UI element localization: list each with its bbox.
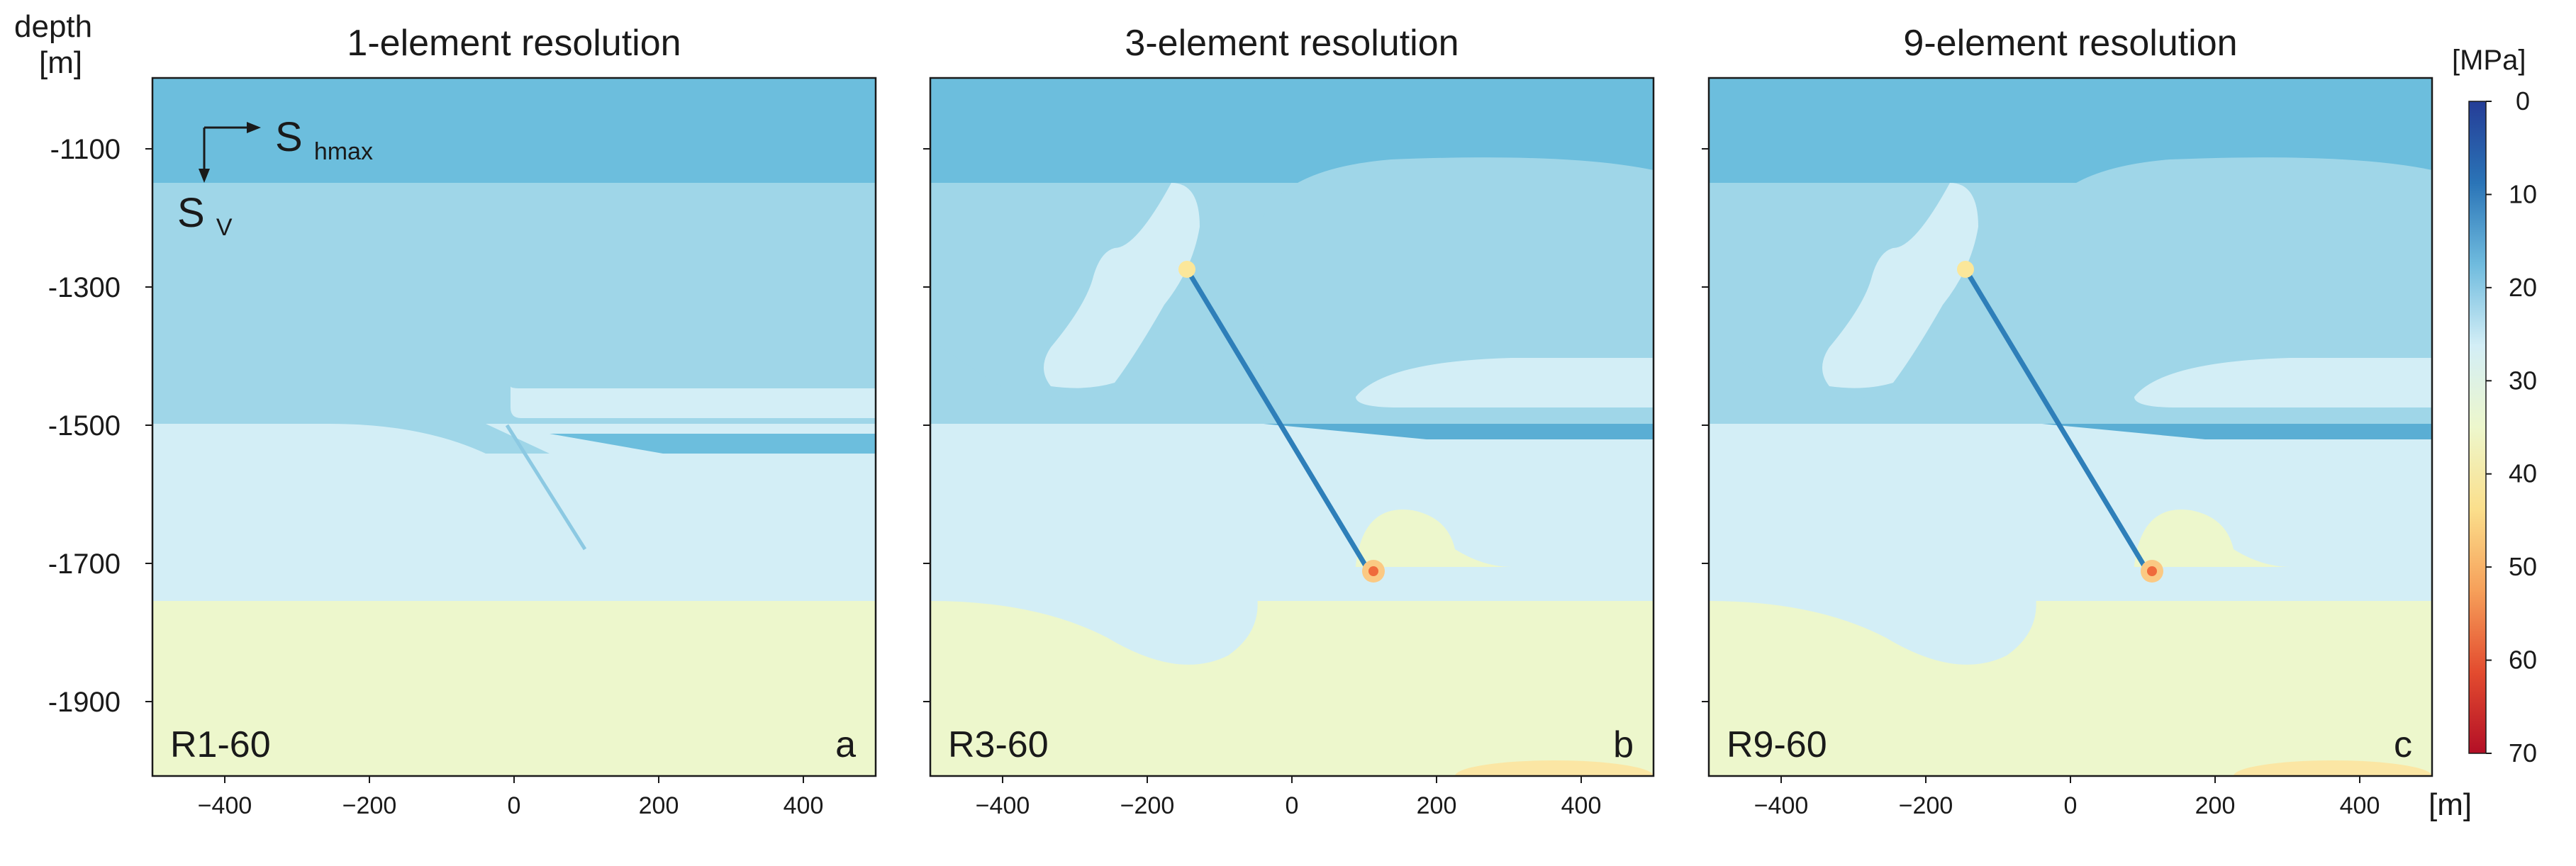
right-dark-streak bbox=[2042, 424, 2432, 439]
panel-title: 9-element resolution bbox=[1903, 23, 2237, 64]
fault-hanging-lens bbox=[1044, 183, 1200, 388]
right-dark-streak bbox=[1264, 424, 1654, 439]
colorbar-tick-label: 50 bbox=[2509, 552, 2537, 581]
shmax-subscript: hmax bbox=[314, 138, 373, 165]
lower-tip-marker bbox=[1368, 566, 1378, 576]
lens-upper bbox=[511, 386, 876, 418]
right-lens bbox=[1356, 358, 1654, 407]
y-tick-label: -1100 bbox=[50, 134, 121, 165]
sv-subscript: V bbox=[216, 214, 233, 241]
stress-direction-inset: S hmax S V bbox=[177, 114, 373, 241]
y-tick-label: -1900 bbox=[48, 687, 121, 718]
y-tick-label: -1700 bbox=[48, 549, 121, 580]
x-tick-label: −400 bbox=[976, 792, 1030, 819]
x-tick-label: 400 bbox=[2340, 792, 2380, 819]
y-tick-label: -1300 bbox=[48, 272, 121, 303]
x-tick-label: 200 bbox=[639, 792, 679, 819]
fault-wedge bbox=[330, 424, 550, 454]
x-tick-label: 0 bbox=[2064, 792, 2078, 819]
y-axis-title-line2: [m] bbox=[39, 45, 82, 80]
y-tick-label: -1500 bbox=[48, 410, 121, 442]
upper-right-lobe bbox=[1256, 157, 1654, 424]
panel-letter: c bbox=[2394, 724, 2412, 765]
x-tick-label: 0 bbox=[508, 792, 521, 819]
fault-trace bbox=[1185, 268, 1368, 568]
colorbar-tick-label: 70 bbox=[2509, 738, 2537, 767]
x-tick-label: 200 bbox=[2195, 792, 2236, 819]
lower-left-bulge bbox=[1709, 567, 2432, 665]
colorbar-tick-label: 60 bbox=[2509, 646, 2537, 675]
upper-tip-marker bbox=[1178, 261, 1195, 278]
x-tick-label: −200 bbox=[1899, 792, 1953, 819]
colorbar-tick-label: 30 bbox=[2509, 366, 2537, 395]
x-tick-label: 400 bbox=[1561, 792, 1602, 819]
stress-field bbox=[152, 78, 876, 776]
band-mid bbox=[152, 183, 876, 424]
stress-field bbox=[930, 78, 1654, 776]
shmax-label: S bbox=[275, 114, 303, 160]
x-tick-label: 200 bbox=[1417, 792, 1457, 819]
lower-left-bulge bbox=[930, 567, 1654, 665]
panel-title: 3-element resolution bbox=[1125, 23, 1459, 64]
bottom-warm-patch bbox=[2234, 760, 2432, 776]
lower-tip-marker bbox=[2147, 566, 2157, 576]
sv-arrow-icon bbox=[199, 169, 210, 183]
x-tick-label: −200 bbox=[1120, 792, 1175, 819]
model-label: R9-60 bbox=[1727, 724, 1827, 765]
x-tick-label: −400 bbox=[1754, 792, 1809, 819]
fault-hanging-lens bbox=[1822, 183, 1978, 388]
model-label: R1-60 bbox=[170, 724, 271, 765]
colorbar-gradient bbox=[2468, 101, 2487, 754]
x-tick-label: −400 bbox=[198, 792, 252, 819]
upper-tip-marker bbox=[1957, 261, 1974, 278]
panel-letter: b bbox=[1613, 724, 1634, 765]
x-tick-label: 0 bbox=[1286, 792, 1299, 819]
svg-text:S hmax: S hmax bbox=[275, 114, 373, 165]
x-axis-unit: [m] bbox=[2429, 787, 2472, 822]
colorbar: 0 10 20 30 40 50 60 70 bbox=[2468, 86, 2537, 767]
colorbar-tick-label: 40 bbox=[2509, 459, 2537, 488]
shmax-arrow-icon bbox=[247, 122, 261, 133]
footwall-bulge bbox=[2134, 509, 2290, 567]
sv-label: S bbox=[177, 190, 205, 236]
panels-group: 1-element resolution R1-60 a −400 −200 0 200 40… bbox=[48, 23, 2433, 819]
colorbar-tick-label: 20 bbox=[2509, 273, 2537, 302]
lens-dark bbox=[550, 434, 876, 454]
panel-b: 3-element resolution R3-60 b −400 −200 0 200 40… bbox=[923, 23, 1655, 819]
x-tick-label: −200 bbox=[342, 792, 397, 819]
colorbar-unit: [MPa] bbox=[2452, 45, 2526, 76]
model-label: R3-60 bbox=[948, 724, 1049, 765]
footwall-bulge bbox=[1356, 509, 1512, 567]
band-bottom bbox=[152, 601, 876, 776]
x-tick-label: 400 bbox=[784, 792, 824, 819]
fault-trace bbox=[1963, 268, 2147, 568]
stress-field bbox=[1709, 78, 2432, 776]
panel-letter: a bbox=[835, 724, 856, 765]
band-bottom bbox=[1709, 601, 2432, 776]
bottom-warm-patch bbox=[1455, 760, 1654, 776]
right-lens bbox=[2134, 358, 2432, 407]
band-bottom bbox=[930, 601, 1654, 776]
panel-c: 9-element resolution R9-60 c −400 −200 0 200 40… bbox=[1702, 23, 2433, 819]
panel-title: 1-element resolution bbox=[347, 23, 681, 64]
svg-text:S V: S V bbox=[177, 190, 233, 241]
upper-right-lobe bbox=[2035, 157, 2432, 424]
panel-a: 1-element resolution R1-60 a −400 −200 0 200 40… bbox=[48, 23, 877, 819]
colorbar-tick-label: 10 bbox=[2509, 179, 2537, 208]
y-axis-title-line1: depth bbox=[14, 9, 92, 44]
colorbar-tick-label: 0 bbox=[2516, 86, 2530, 116]
fault-trace bbox=[505, 424, 587, 551]
